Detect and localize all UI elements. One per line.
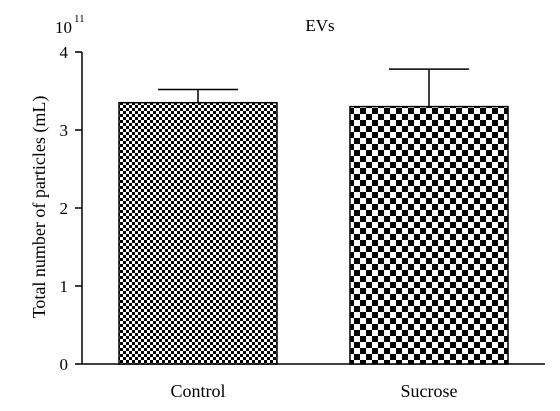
x-tick-label: Control <box>170 381 225 401</box>
x-tick-labels: Control Sucrose <box>170 381 457 401</box>
y-axis-label: Total number of particles (mL) <box>29 96 50 319</box>
x-tick-label: Sucrose <box>401 381 458 401</box>
chart-title: EVs <box>305 16 334 35</box>
y-tick-label: 3 <box>60 121 69 140</box>
y-multiplier: 10 11 <box>55 13 85 37</box>
bar-control <box>118 101 278 365</box>
y-multiplier-exponent: 11 <box>74 13 85 25</box>
y-tick-label: 4 <box>60 43 69 62</box>
error-bars <box>158 68 469 107</box>
y-multiplier-base: 10 <box>55 18 72 37</box>
bar-sucrose <box>349 105 509 365</box>
y-tick-label: 2 <box>60 199 69 218</box>
bars <box>118 101 509 365</box>
y-tick-label: 0 <box>60 355 69 374</box>
y-tick-label: 1 <box>60 277 69 296</box>
y-ticks: 0 1 2 3 4 <box>60 43 82 374</box>
